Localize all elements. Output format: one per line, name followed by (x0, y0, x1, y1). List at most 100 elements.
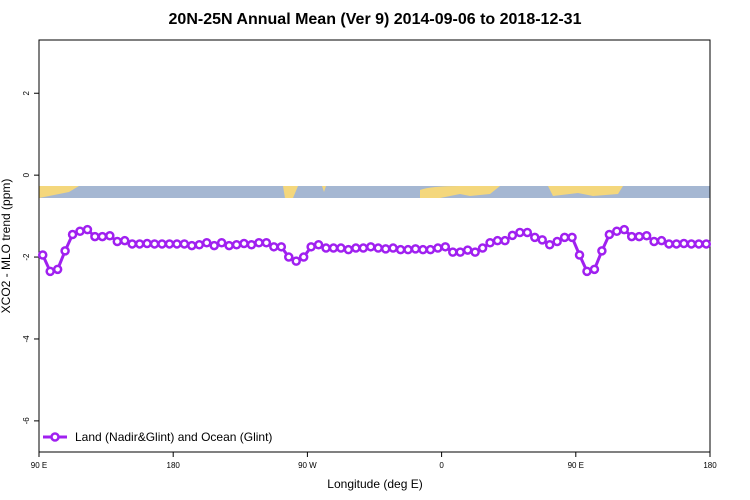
data-point (455, 247, 465, 257)
data-point (209, 240, 219, 251)
data-point (127, 239, 137, 249)
data-point (373, 243, 383, 253)
data-point (254, 237, 264, 248)
data-point (522, 227, 533, 238)
data-point (298, 252, 309, 262)
data-point (425, 244, 436, 255)
data-point (410, 244, 421, 254)
data-point (291, 256, 301, 266)
data-point (656, 235, 667, 246)
y-tick-label: 0 (22, 172, 31, 177)
data-point (343, 244, 354, 255)
data-point (582, 266, 592, 277)
data-point (119, 235, 130, 246)
data-point (366, 242, 376, 252)
y-tick-label: -6 (22, 417, 31, 425)
data-point (619, 224, 630, 235)
data-point (321, 243, 331, 253)
data-point (328, 243, 339, 253)
data-point (649, 236, 659, 247)
data-point (276, 242, 287, 252)
data-point (500, 235, 510, 246)
data-point (284, 252, 294, 262)
data-point (433, 243, 443, 253)
data-point (313, 240, 324, 250)
data-point (75, 226, 85, 237)
data-point (82, 224, 93, 235)
data-point (552, 236, 562, 247)
data-point (164, 239, 175, 249)
y-tick-label: 2 (22, 90, 31, 95)
x-tick-label: 90 W (298, 461, 317, 470)
data-point (559, 232, 570, 243)
data-point (202, 237, 212, 248)
data-point (686, 239, 697, 249)
x-tick-label: 0 (439, 461, 444, 470)
data-point (239, 238, 249, 249)
data-point (612, 226, 622, 237)
data-point (60, 246, 70, 256)
data-point (701, 239, 712, 249)
y-axis-label: XCO2 - MLO trend (ppm) (0, 179, 13, 314)
data-point (418, 244, 428, 255)
data-point (462, 245, 473, 255)
data-point (589, 264, 600, 275)
y-tick-label: -4 (22, 335, 31, 343)
data-point (90, 231, 100, 242)
data-point (194, 240, 205, 250)
data-point (530, 232, 540, 243)
data-point (261, 237, 272, 248)
map-strip (39, 186, 710, 198)
data-point (187, 240, 197, 251)
data-point (507, 230, 518, 241)
data-point (679, 238, 689, 249)
data-point (626, 231, 637, 242)
x-tick-label: 180 (703, 461, 717, 470)
legend-label: Land (Nadir&Glint) and Ocean (Glint) (75, 430, 272, 444)
data-point (358, 243, 369, 253)
data-point (269, 242, 279, 252)
data-point (231, 240, 242, 250)
data-point (172, 239, 182, 249)
data-point (149, 239, 160, 249)
data-point (440, 242, 451, 252)
data-point (694, 239, 704, 249)
data-point (597, 246, 607, 256)
data-point (515, 227, 525, 238)
data-point (216, 237, 227, 248)
data-point (537, 235, 547, 245)
data-point (664, 239, 674, 249)
data-point (67, 229, 78, 240)
data-point (470, 247, 480, 257)
data-point (97, 231, 108, 242)
data-point (604, 229, 615, 240)
data-point (574, 250, 585, 260)
data-point (224, 240, 234, 251)
data-point (179, 239, 190, 249)
data-point (492, 235, 503, 246)
data-point (403, 244, 413, 255)
data-point (448, 247, 458, 257)
data-point (37, 250, 48, 260)
data-point (142, 238, 152, 249)
data-point (567, 232, 577, 243)
data-point (134, 239, 145, 249)
chart-title: 20N-25N Annual Mean (Ver 9) 2014-09-06 t… (169, 11, 582, 28)
data-point (641, 231, 652, 241)
data-point (388, 243, 398, 253)
data-point (112, 236, 123, 247)
data-point (52, 264, 63, 275)
data-point (634, 231, 644, 242)
data-point (336, 243, 346, 253)
data-point (246, 240, 257, 250)
legend-marker (50, 432, 60, 442)
data-point (395, 244, 406, 255)
data-point (105, 231, 115, 241)
y-tick-label: -2 (22, 253, 31, 261)
data-point (671, 239, 682, 249)
x-axis-label: Longitude (deg E) (327, 477, 422, 491)
data-point (477, 243, 488, 253)
data-point (45, 266, 55, 277)
x-tick-label: 90 E (31, 461, 47, 470)
